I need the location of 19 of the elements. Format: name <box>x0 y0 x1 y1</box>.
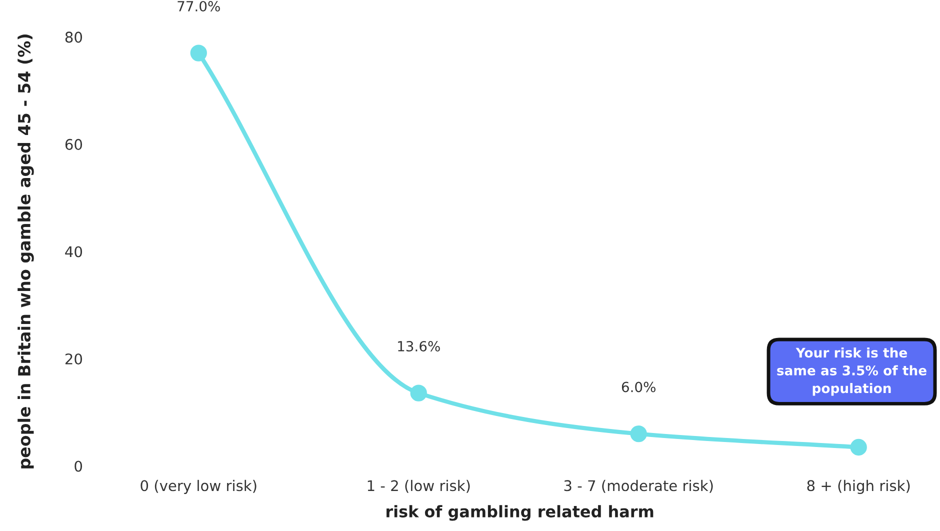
y-tick-label: 60 <box>65 138 82 150</box>
x-tick-label: 1 - 2 (low risk) <box>368 480 470 493</box>
point <box>190 44 207 62</box>
y-tick-label: 20 <box>65 353 82 364</box>
data-label: 13.6% <box>398 340 440 352</box>
annotation: Your risk is the same as 3.5% of the population <box>777 347 926 396</box>
point <box>850 438 867 456</box>
y-axis-title: people in Britain who gamble aged 45 - 54 (%) <box>18 34 34 468</box>
x-tick-label: 8 + (high risk) <box>807 480 910 494</box>
x-tick-label: 0 (very low risk) <box>140 480 256 494</box>
point <box>410 384 427 402</box>
data-label: 6.0% <box>622 382 656 392</box>
y-tick-label: 0 <box>74 460 82 472</box>
y-tick-label: 80 <box>65 32 82 43</box>
point <box>630 425 647 442</box>
x-axis-title: risk of gambling related harm <box>386 505 654 521</box>
y-tick-label: 40 <box>65 246 82 258</box>
x-tick-label: 3 - 7 (moderate risk) <box>564 480 713 493</box>
data-label: 77.0% <box>178 0 220 12</box>
